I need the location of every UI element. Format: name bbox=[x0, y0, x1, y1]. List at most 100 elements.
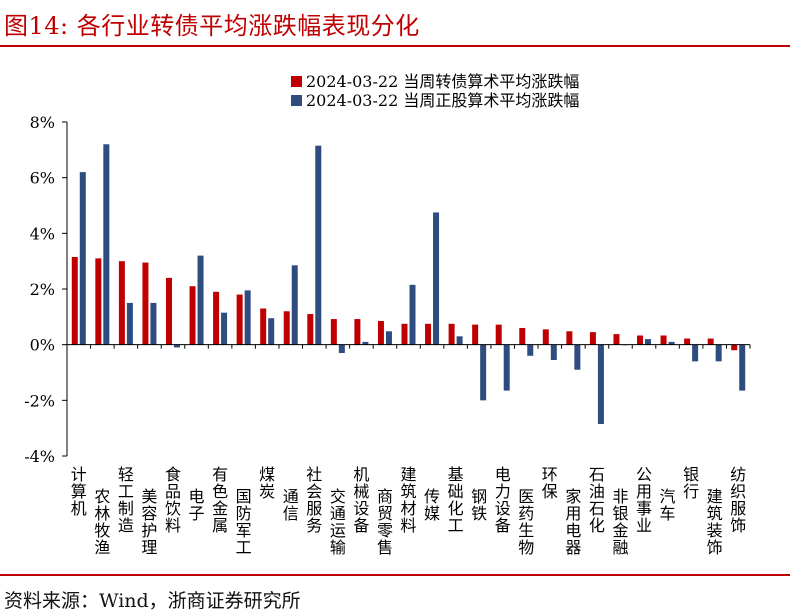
bar-convertible bbox=[71, 256, 78, 345]
bar-convertible bbox=[613, 334, 620, 345]
bar-stock bbox=[456, 336, 463, 345]
source-note: 资料来源：Wind，浙商证券研究所 bbox=[4, 590, 301, 612]
bar-stock bbox=[103, 144, 110, 345]
x-tick-label: 建筑材料 bbox=[400, 465, 416, 535]
bar-stock bbox=[550, 344, 557, 360]
bar-convertible bbox=[377, 321, 384, 345]
x-tick-label: 国防军工 bbox=[236, 487, 252, 557]
bar-convertible bbox=[589, 332, 596, 345]
bar-stock bbox=[268, 318, 275, 345]
x-tick-label: 美容护理 bbox=[141, 487, 157, 557]
y-tick-label: 4% bbox=[30, 224, 55, 243]
legend-label: 2024-03-22 当周转债算术平均涨跌幅 bbox=[306, 72, 579, 91]
bar-convertible bbox=[165, 277, 172, 345]
y-tick-label: 0% bbox=[30, 336, 55, 355]
legend-label: 2024-03-22 当周正股算术平均涨跌幅 bbox=[306, 91, 579, 110]
bar-stock bbox=[739, 344, 746, 391]
bar-stock bbox=[338, 344, 345, 354]
bar-stock bbox=[527, 344, 534, 356]
bar-stock bbox=[480, 344, 487, 401]
bar-stock bbox=[173, 344, 180, 348]
bar-convertible bbox=[236, 294, 243, 345]
y-tick-label: 6% bbox=[30, 169, 55, 188]
x-tick-label: 通信 bbox=[283, 487, 299, 523]
x-tick-label: 社会服务 bbox=[306, 465, 322, 535]
bar-stock bbox=[409, 284, 416, 345]
bar-stock bbox=[221, 312, 228, 345]
bar-stock bbox=[503, 344, 510, 391]
bar-stock bbox=[597, 344, 604, 424]
bar-stock bbox=[150, 302, 157, 345]
x-tick-label: 家用电器 bbox=[565, 487, 581, 557]
y-axis: -4% -2% 0% 2% 4% 6% 8% bbox=[24, 113, 68, 466]
bar-convertible bbox=[707, 338, 714, 345]
x-tick-label: 基础化工 bbox=[448, 465, 464, 535]
x-tick-label: 医药生物 bbox=[518, 487, 534, 557]
x-tick-label: 环保 bbox=[542, 465, 558, 501]
bar-stock bbox=[315, 145, 322, 345]
bar-convertible bbox=[495, 324, 502, 345]
bar-convertible bbox=[542, 329, 549, 345]
legend-swatch bbox=[291, 95, 302, 106]
bar-stock bbox=[362, 341, 369, 345]
x-tick-label: 机械设备 bbox=[353, 465, 369, 535]
bar-stock bbox=[715, 344, 722, 362]
bar-stock bbox=[574, 344, 581, 370]
x-tick-label: 商贸零售 bbox=[377, 487, 393, 557]
bar-convertible bbox=[189, 286, 196, 345]
bar-stock bbox=[692, 344, 699, 362]
y-tick-label: -2% bbox=[24, 391, 55, 410]
x-tick-label: 电力设备 bbox=[495, 465, 511, 535]
bar-stock bbox=[668, 341, 675, 345]
x-tick-label: 交通运输 bbox=[330, 487, 346, 557]
bar-convertible bbox=[660, 335, 667, 345]
x-tick-label: 纺织服饰 bbox=[730, 465, 746, 535]
bar-convertible bbox=[260, 308, 267, 345]
bar-convertible bbox=[566, 331, 573, 345]
x-tick-label: 公用事业 bbox=[636, 465, 652, 535]
x-tick-label: 银行 bbox=[683, 465, 699, 501]
y-tick-label: -4% bbox=[24, 447, 55, 466]
bar-stock bbox=[244, 290, 251, 345]
x-tick-label: 钢铁 bbox=[471, 487, 487, 523]
bar-convertible bbox=[684, 338, 691, 345]
y-tick-label: 8% bbox=[30, 113, 55, 132]
x-tick-label: 汽车 bbox=[660, 487, 676, 523]
x-tick-label: 煤炭 bbox=[259, 465, 275, 501]
x-tick-label: 建筑装饰 bbox=[707, 487, 723, 557]
bar-convertible bbox=[354, 319, 361, 345]
x-tick-label: 有色金属 bbox=[212, 465, 228, 535]
bar-stock bbox=[126, 302, 133, 345]
y-tick-label: 2% bbox=[30, 280, 55, 299]
bar-convertible bbox=[330, 319, 337, 345]
bar-convertible bbox=[307, 314, 314, 345]
bars-group bbox=[71, 144, 746, 424]
x-tick-label: 轻工制造 bbox=[118, 465, 134, 535]
bar-convertible bbox=[142, 262, 149, 345]
bar-convertible bbox=[472, 324, 479, 345]
bar-convertible bbox=[731, 344, 738, 351]
x-tick-label: 传媒 bbox=[424, 487, 440, 523]
bar-stock bbox=[385, 331, 392, 345]
bar-stock bbox=[291, 265, 298, 345]
bar-convertible bbox=[637, 335, 644, 345]
bar-convertible bbox=[401, 323, 408, 345]
legend-swatch bbox=[291, 76, 302, 87]
x-tick-label: 农林牧渔 bbox=[94, 487, 110, 557]
bar-stock bbox=[197, 255, 204, 345]
bar-stock bbox=[79, 172, 86, 345]
figure-title: 图14: 各行业转债平均涨跌幅表现分化 bbox=[4, 12, 420, 40]
bar-convertible bbox=[213, 291, 220, 345]
bar-convertible bbox=[519, 327, 526, 345]
x-tick-label: 电子 bbox=[189, 487, 205, 523]
bar-convertible bbox=[118, 261, 125, 345]
x-tick-label: 计算机 bbox=[71, 465, 87, 518]
bar-convertible bbox=[425, 323, 432, 345]
bar-stock bbox=[433, 212, 440, 345]
bar-convertible bbox=[95, 258, 102, 345]
bar-stock bbox=[645, 339, 652, 345]
bar-convertible bbox=[448, 323, 455, 345]
